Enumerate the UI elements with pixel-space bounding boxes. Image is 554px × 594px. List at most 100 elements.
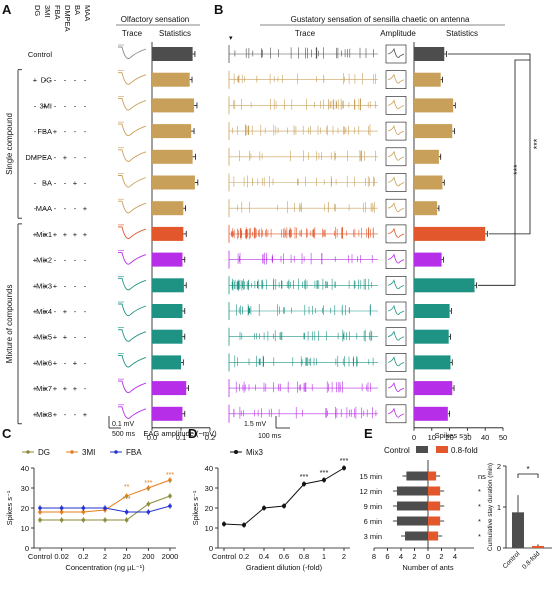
series-point	[38, 510, 42, 514]
compound-sign: -	[64, 256, 67, 265]
panel-c-ylabel: Spikes s⁻¹	[5, 490, 14, 525]
amplitude-waveform	[387, 253, 405, 264]
legend-label-3mi: 3MI	[82, 448, 95, 457]
compound-sign: -	[84, 127, 87, 136]
spike-bar	[414, 304, 450, 318]
amplitude-box	[385, 70, 407, 89]
spike-bar	[414, 226, 486, 241]
panel-b-xlabel: Spikes s⁻¹	[435, 431, 470, 440]
eag-trace	[118, 329, 147, 342]
panel-b-rows: 0 10 20 30 40 50 ▾ *** ***	[228, 35, 542, 442]
eag-trace	[118, 406, 147, 419]
compound-sign: +	[43, 230, 48, 239]
amplitude-box	[385, 404, 407, 424]
compound-sign: +	[83, 230, 88, 239]
compound-sign: -	[74, 204, 77, 213]
compound-sign: -	[84, 307, 87, 316]
spike-bar	[414, 252, 442, 267]
compound-sign: +	[33, 333, 38, 342]
panel-e-xtick-label: 2	[412, 552, 416, 561]
panel-c-ytick-label: 10	[21, 524, 29, 533]
panel-c-sig-label: *	[169, 480, 172, 487]
panel-c-sig-label: ***	[166, 472, 174, 479]
series-point	[59, 510, 64, 514]
gustatory-spikes	[232, 124, 371, 136]
amplitude-box	[385, 198, 407, 218]
panel-b-stats-header: Statistics	[446, 29, 478, 38]
compound-sign: -	[64, 204, 67, 213]
gustatory-spikes	[233, 98, 376, 111]
compound-sign: +	[73, 230, 78, 239]
bar-fold	[428, 486, 441, 496]
amplitude-box	[385, 173, 407, 192]
gustatory-spikes	[239, 150, 376, 162]
series-point	[168, 478, 172, 482]
panel-e-row-label: 6 min	[364, 517, 382, 526]
panel-d-xtick-label: 0.6	[279, 552, 289, 561]
compound-sign: -	[54, 256, 57, 265]
panel-d-xtick-label: Control	[212, 552, 237, 561]
compound-sign: -	[74, 76, 77, 85]
panel-a-stats-header: Statistics	[159, 29, 191, 38]
amplitude-box	[385, 378, 407, 398]
eag-trace	[118, 226, 147, 239]
panel-e-xtick-label: 0	[426, 552, 430, 561]
amplitude-box	[385, 121, 407, 141]
compound-sign: +	[53, 127, 58, 136]
series-point	[38, 506, 42, 510]
legend-control-swatch	[416, 446, 428, 453]
legend-fold-label: 0.8-fold	[451, 446, 478, 455]
eag-trace	[118, 252, 147, 265]
panel-d-sig-label: ***	[340, 456, 349, 465]
compound-sign: -	[84, 384, 87, 393]
gustatory-spikes	[234, 355, 374, 368]
amplitude-waveform	[387, 73, 405, 84]
eag-trace	[118, 97, 147, 111]
panel-d-xlabel: Gradient dilution (-fold)	[246, 563, 323, 572]
compound-sign: -	[84, 101, 87, 110]
compound-sign: -	[64, 76, 67, 85]
series-point	[81, 510, 86, 514]
compound-sign: +	[33, 230, 38, 239]
panel-c-sig-label: **	[124, 484, 130, 491]
legend-fold-swatch	[436, 446, 448, 453]
compound-sign: -	[54, 179, 57, 188]
legend-marker	[70, 450, 74, 454]
panel-b-xtick-label: 10	[428, 433, 436, 442]
compound-sign: -	[34, 127, 37, 136]
series-point	[124, 510, 129, 514]
compound-sign: +	[33, 307, 38, 316]
series-point	[38, 518, 42, 522]
panel-d-chart: 0 10 20 30 40 Control 0.2 0.4 0.6 0.8 1 2 Gradient d…	[191, 448, 350, 572]
eag-bar	[152, 98, 195, 113]
compound-sign: -	[74, 281, 77, 290]
panel-c-xtick-label: 200	[142, 552, 155, 561]
panel-b-amplitude-header: Amplitude	[380, 29, 416, 38]
compound-sign: -	[34, 101, 37, 110]
compound-header-dg: DG	[33, 5, 42, 16]
compound-sign: +	[43, 101, 48, 110]
series-point	[322, 478, 326, 482]
legend-marker	[114, 450, 118, 454]
panel-d-ytick-label: 0	[209, 544, 213, 553]
eag-trace	[118, 123, 147, 137]
panel-e-right-ytick-label: 0	[497, 544, 501, 553]
bar-fold	[428, 531, 439, 541]
panel-c-xtick-label: Control	[28, 552, 53, 561]
panel-c-xtick-label: 0.2	[78, 552, 88, 561]
legend-label-fba: FBA	[126, 448, 142, 457]
panel-c-chart: 0 10 20 30 40 Control 0.02 0.2 2 20 200 2000 Concent…	[5, 448, 178, 572]
amplitude-waveform	[387, 150, 405, 161]
panel-e-xtick-label: 8	[372, 552, 376, 561]
panel-e-xtick-label: 4	[399, 552, 403, 561]
series-point	[59, 518, 64, 522]
row-label-mix2: Mix2	[36, 256, 52, 265]
bar-fold	[428, 501, 441, 511]
compound-sign: -	[54, 204, 57, 213]
panel-e-row-label: 15 min	[359, 472, 382, 481]
eag-bar	[152, 149, 193, 164]
compound-sign: +	[43, 333, 48, 342]
eag-bar	[152, 175, 195, 190]
amplitude-box	[385, 353, 407, 372]
